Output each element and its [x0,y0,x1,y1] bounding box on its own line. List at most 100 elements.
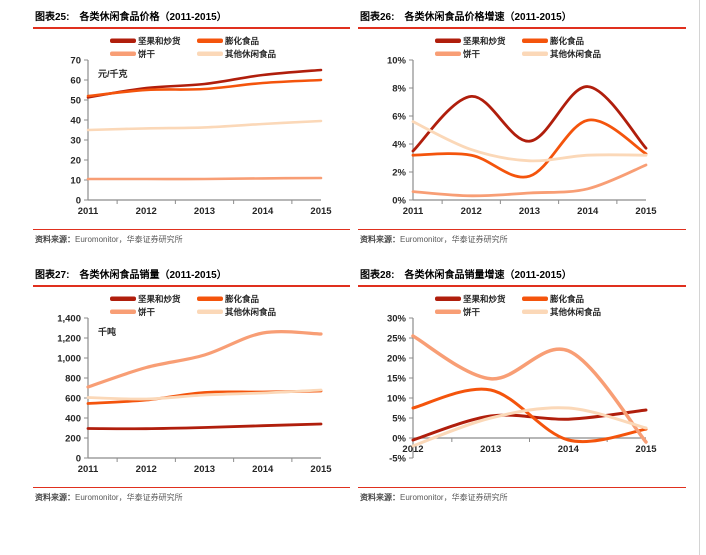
legend-label: 其他休闲食品 [550,49,602,59]
source-text: Euromonitor，华泰证券研究所 [75,235,183,244]
legend-swatch [197,51,223,56]
x-tick-label: 2013 [480,444,501,455]
source-label: 资料来源： [360,235,400,244]
x-tick-label: 2014 [252,206,274,217]
figure-28-title: 各类休闲食品销量增速（2011-2015） [404,270,572,281]
legend-swatch [197,309,223,314]
y-tick-label: 8% [392,84,406,95]
axes: -5% 0% 5% 10% 15% 20% 25% 30% 2012 2013 2014 2015 [387,314,657,465]
series-line [86,78,323,98]
price-line-chart: 0 10 20 30 40 50 60 70 2011 2012 2013 2014 2015 元/千克 坚… [70,36,332,217]
figure-26-title: 各类休闲食品价格增速（2011-2015） [404,12,572,23]
figure-26-source: 资料来源：Euromonitor，华泰证券研究所 [358,230,686,245]
y-tick-label: 20 [70,156,81,167]
figure-27-label: 图表27: [35,270,70,281]
figure-27-source-rule [33,487,350,488]
x-tick-label: 2011 [78,464,99,475]
figure-26-label: 图表26: [360,12,395,23]
legend-label: 坚果和炒货 [463,36,506,46]
series-line [86,119,323,132]
legend-label: 其他休闲食品 [225,49,277,59]
y-tick-label: 2% [392,168,406,179]
x-tick-label: 2015 [310,464,332,475]
series-lines [411,334,648,448]
price-growth-line-chart: 0% 2% 4% 6% 8% 10% 2011 2012 2013 2014 2015 坚果和炒货 膨化… [387,36,657,217]
legend-label: 坚果和炒货 [138,36,181,46]
series-lines [86,330,323,431]
figure-28-label: 图表28: [360,270,395,281]
y-tick-label: 10% [387,394,407,405]
legend-label: 膨化食品 [224,36,260,46]
series-line [411,118,648,179]
x-tick-label: 2012 [461,206,482,217]
legend-label: 膨化食品 [224,294,260,304]
figure-27-source: 资料来源：Euromonitor，华泰证券研究所 [33,488,350,503]
axis-unit-label: 元/千克 [98,68,128,79]
legend-swatch [522,309,548,314]
y-tick-label: -5% [389,454,406,465]
axes: 0 200 400 600 800 1,000 1,200 1,400 2011 2012 2013… [57,314,332,476]
series-line [86,330,323,389]
figure-26-source-rule [358,229,686,230]
x-tick-label: 2013 [519,206,540,217]
figure-26-header: 图表26: 各类休闲食品价格增速（2011-2015） [358,8,686,29]
legend-swatch [110,51,136,56]
legend-swatch [435,296,461,301]
y-tick-label: 60 [70,76,81,87]
series-line [411,406,648,448]
figure-25: 图表25: 各类休闲食品价格（2011-2015） 0 10 20 30 40 50 60 7… [33,8,350,245]
legend-swatch [110,296,136,301]
legend-label: 饼干 [138,49,156,59]
figure-28-header: 图表28: 各类休闲食品销量增速（2011-2015） [358,266,686,287]
figure-27-title: 各类休闲食品销量（2011-2015） [79,270,227,281]
volume-line-chart: 0 200 400 600 800 1,000 1,200 1,400 2011 2012 2013… [57,294,332,476]
x-tick-label: 2011 [78,206,99,217]
y-tick-label: 70 [70,56,81,67]
y-tick-label: 1,000 [57,354,81,365]
y-tick-label: 400 [65,414,81,425]
x-tick-label: 2014 [577,206,599,217]
legend-swatch [435,309,461,314]
legend-label: 饼干 [463,307,481,317]
series-line [411,163,648,198]
legend-label: 坚果和炒货 [138,294,181,304]
source-label: 资料来源： [35,493,75,502]
figure-28: 图表28: 各类休闲食品销量增速（2011-2015） -5% 0% 5% 10% 15… [358,266,686,503]
figure-28-source-rule [358,487,686,488]
x-tick-label: 2015 [635,206,657,217]
legend-label: 其他休闲食品 [550,307,602,317]
y-tick-label: 1,200 [57,334,81,345]
y-tick-label: 10 [70,176,81,187]
legend-label: 饼干 [138,307,156,317]
series-line [86,422,323,431]
series-line [411,334,648,444]
page-edge-divider [699,0,700,555]
figure-25-source-rule [33,229,350,230]
series-line [411,85,648,153]
figure-25-title: 各类休闲食品价格（2011-2015） [79,12,227,23]
y-tick-label: 6% [392,112,406,123]
y-tick-label: 30 [70,136,81,147]
source-label: 资料来源： [35,235,75,244]
y-tick-label: 800 [65,374,81,385]
legend-swatch [110,309,136,314]
legend-swatch [197,296,223,301]
x-tick-label: 2015 [635,444,657,455]
legend-label: 膨化食品 [549,294,585,304]
x-tick-label: 2014 [252,464,274,475]
y-tick-label: 15% [387,374,407,385]
figure-25-source: 资料来源：Euromonitor，华泰证券研究所 [33,230,350,245]
y-tick-label: 0 [76,454,81,465]
y-tick-label: 30% [387,314,407,325]
x-tick-label: 2012 [136,464,157,475]
y-tick-label: 200 [65,434,81,445]
legend-label: 坚果和炒货 [463,294,506,304]
legend-swatch [522,51,548,56]
source-label: 资料来源： [360,493,400,502]
y-tick-label: 600 [65,394,81,405]
figure-25-header: 图表25: 各类休闲食品价格（2011-2015） [33,8,350,29]
y-tick-label: 50 [70,96,81,107]
